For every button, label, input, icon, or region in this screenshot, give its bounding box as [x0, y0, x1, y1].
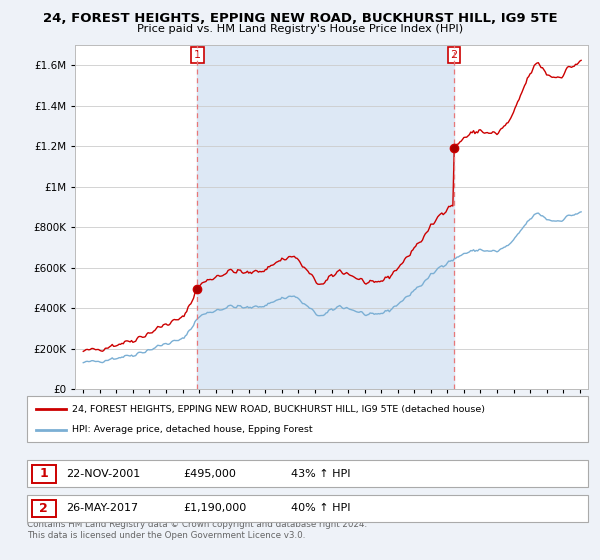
- Text: HPI: Average price, detached house, Epping Forest: HPI: Average price, detached house, Eppi…: [72, 425, 313, 434]
- Text: 2: 2: [40, 502, 48, 515]
- Text: 26-MAY-2017: 26-MAY-2017: [66, 503, 138, 514]
- Text: 24, FOREST HEIGHTS, EPPING NEW ROAD, BUCKHURST HILL, IG9 5TE (detached house): 24, FOREST HEIGHTS, EPPING NEW ROAD, BUC…: [72, 405, 485, 414]
- Text: 40% ↑ HPI: 40% ↑ HPI: [291, 503, 350, 514]
- Text: 43% ↑ HPI: 43% ↑ HPI: [291, 469, 350, 479]
- Text: 1: 1: [40, 467, 48, 480]
- Text: Price paid vs. HM Land Registry's House Price Index (HPI): Price paid vs. HM Land Registry's House …: [137, 24, 463, 34]
- Bar: [197, 45, 454, 389]
- Text: This data is licensed under the Open Government Licence v3.0.: This data is licensed under the Open Gov…: [27, 531, 305, 540]
- Text: £495,000: £495,000: [183, 469, 236, 479]
- Text: £1,190,000: £1,190,000: [183, 503, 246, 514]
- Text: Contains HM Land Registry data © Crown copyright and database right 2024.: Contains HM Land Registry data © Crown c…: [27, 520, 367, 529]
- Text: 1: 1: [194, 50, 201, 60]
- Text: 22-NOV-2001: 22-NOV-2001: [66, 469, 140, 479]
- Text: 24, FOREST HEIGHTS, EPPING NEW ROAD, BUCKHURST HILL, IG9 5TE: 24, FOREST HEIGHTS, EPPING NEW ROAD, BUC…: [43, 12, 557, 25]
- Text: 2: 2: [451, 50, 458, 60]
